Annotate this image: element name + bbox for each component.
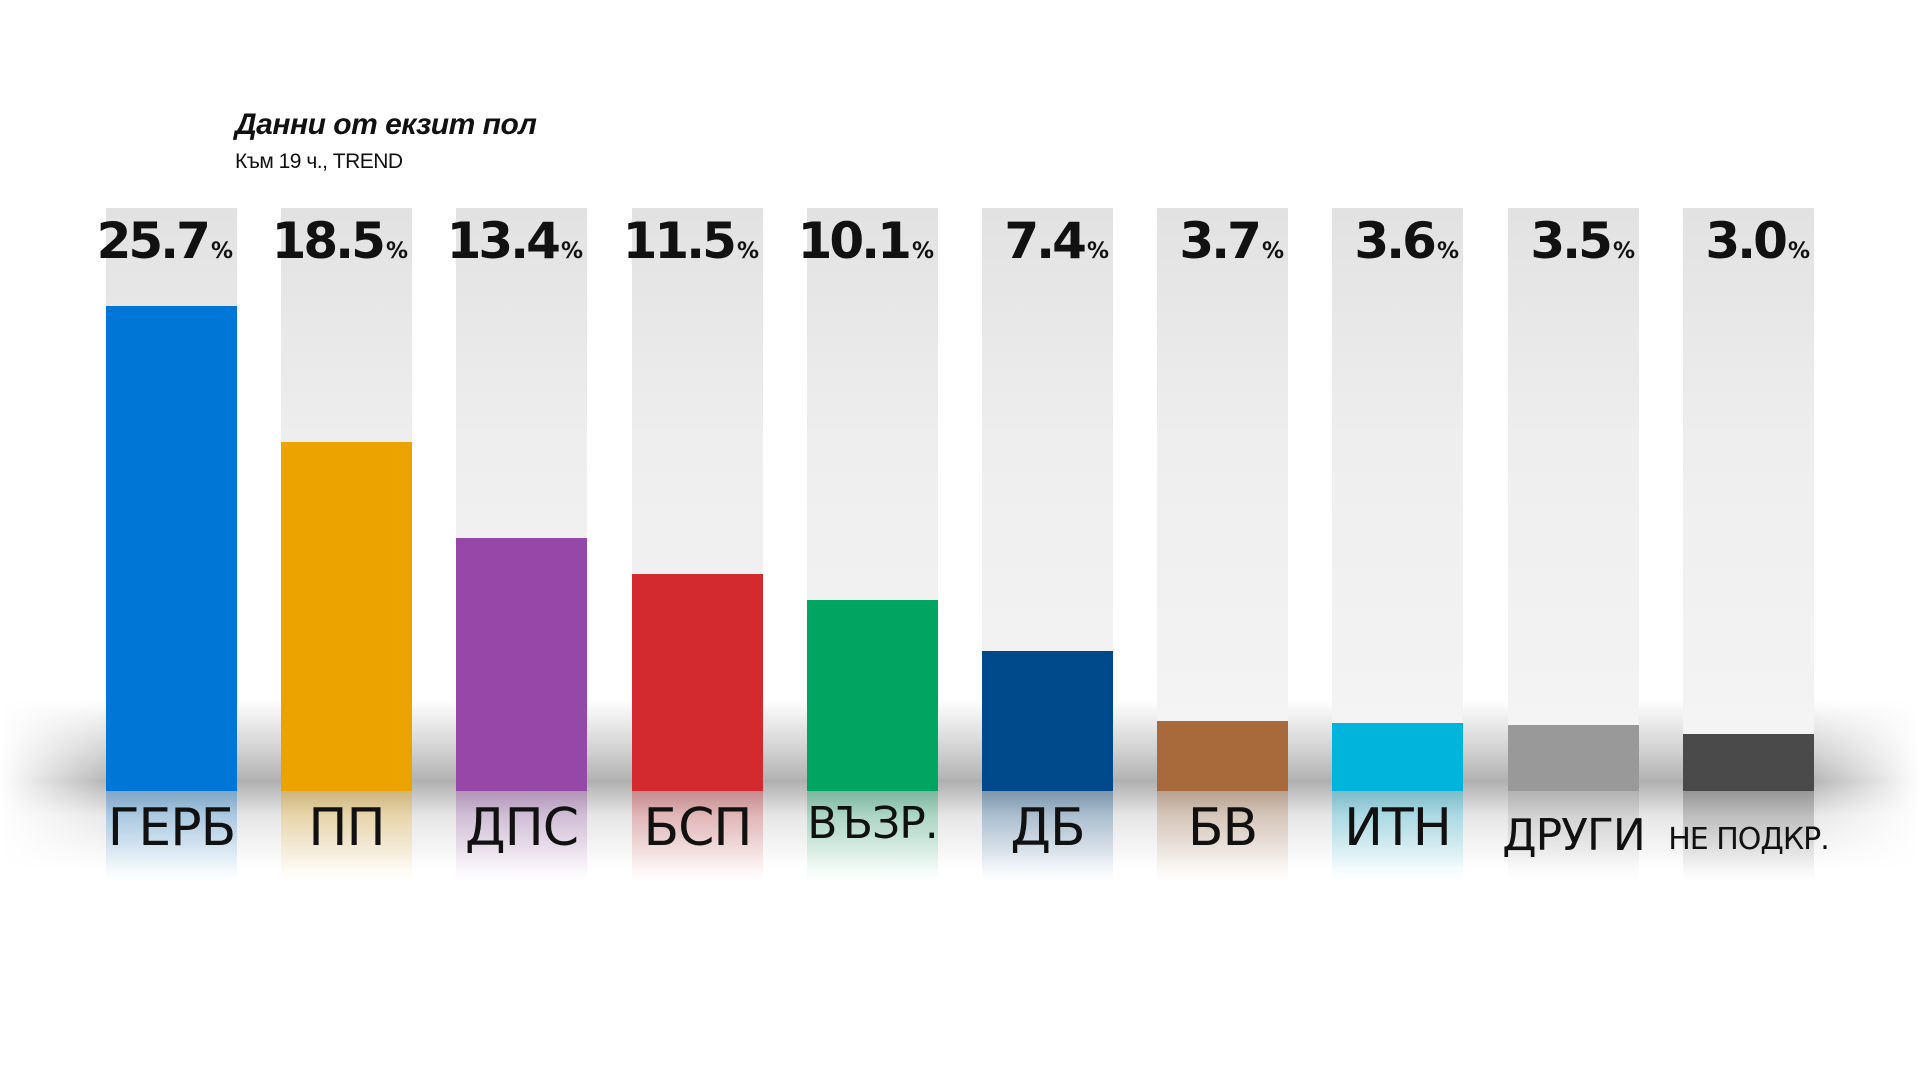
data-label-unit: % <box>1261 239 1284 264</box>
data-label-unit: % <box>1436 239 1459 264</box>
bar-column: 3.6% <box>1332 208 1463 791</box>
category-label: ПП <box>308 798 385 858</box>
bar-column: 3.7% <box>1157 208 1288 791</box>
bar-column: 13.4% <box>447 208 587 791</box>
category-label-glow <box>1508 791 1639 881</box>
data-label: 3.0% <box>1705 212 1810 270</box>
bar <box>1157 721 1288 791</box>
chart-title: Данни от екзит пол <box>235 108 537 141</box>
data-label-unit: % <box>911 239 934 264</box>
data-label: 18.5% <box>272 212 408 270</box>
data-label: 3.5% <box>1530 212 1635 270</box>
data-label-unit: % <box>1787 239 1810 264</box>
data-label: 3.6% <box>1354 212 1459 270</box>
category-label: БСП <box>643 798 752 858</box>
data-label-unit: % <box>560 239 583 264</box>
data-label-value: 10.1 <box>797 212 912 270</box>
data-label: 3.7% <box>1179 212 1284 270</box>
category-label: ВЪЗР. <box>807 798 939 849</box>
category-label: НЕ ПОДКР. <box>1668 822 1830 857</box>
data-label: 25.7% <box>97 212 233 270</box>
category-label-glow <box>1683 791 1814 881</box>
bar <box>632 574 763 791</box>
bar <box>807 600 938 791</box>
data-label-unit: % <box>736 239 759 264</box>
category-label: ИТН <box>1344 798 1452 858</box>
bar-column: 3.0% <box>1683 208 1814 791</box>
data-label-value: 25.7 <box>96 212 211 270</box>
category-label-glow <box>632 791 763 881</box>
bar <box>106 306 237 791</box>
category-label: ДПС <box>464 798 579 858</box>
data-label-value: 13.4 <box>446 212 561 270</box>
bar <box>456 538 587 791</box>
bar-column: 10.1% <box>798 208 938 791</box>
data-label: 11.5% <box>623 212 759 270</box>
data-label-value: 3.7 <box>1179 212 1262 270</box>
bar <box>1332 723 1463 791</box>
bar-track <box>1332 208 1463 791</box>
bar-track <box>1508 208 1639 791</box>
bar-column: 25.7% <box>97 208 237 791</box>
category-label-glow <box>281 791 412 881</box>
category-label: ДБ <box>1010 798 1085 858</box>
category-label: ГЕРБ <box>107 798 237 858</box>
bar <box>281 442 412 791</box>
category-label-glow <box>1332 791 1463 881</box>
chart-subtitle: Към 19 ч., TREND <box>235 150 403 173</box>
data-label-value: 3.5 <box>1530 212 1613 270</box>
data-label-unit: % <box>1612 239 1635 264</box>
bar <box>982 651 1113 791</box>
data-label: 7.4% <box>1004 212 1109 270</box>
data-label: 10.1% <box>798 212 934 270</box>
data-label-unit: % <box>385 239 408 264</box>
category-label-glow <box>1157 791 1288 881</box>
bar <box>1508 725 1639 791</box>
data-label-value: 18.5 <box>271 212 386 270</box>
category-label-glow <box>456 791 587 881</box>
data-label-unit: % <box>1086 239 1109 264</box>
data-label-value: 3.0 <box>1705 212 1788 270</box>
bar-column: 11.5% <box>623 208 763 791</box>
bar-column: 18.5% <box>272 208 412 791</box>
bar-column: 7.4% <box>982 208 1113 791</box>
data-label-unit: % <box>210 239 233 264</box>
category-label-glow <box>982 791 1113 881</box>
data-label-value: 7.4 <box>1004 212 1087 270</box>
category-label-glow <box>106 791 237 881</box>
data-label-value: 11.5 <box>622 212 737 270</box>
bar <box>1683 734 1814 791</box>
bar-track <box>1157 208 1288 791</box>
data-label: 13.4% <box>447 212 583 270</box>
bar-track <box>1683 208 1814 791</box>
category-label: ДРУГИ <box>1502 810 1645 861</box>
data-label-value: 3.6 <box>1354 212 1437 270</box>
category-label: БВ <box>1187 798 1258 858</box>
bar-column: 3.5% <box>1508 208 1639 791</box>
category-label-glow <box>807 791 938 881</box>
